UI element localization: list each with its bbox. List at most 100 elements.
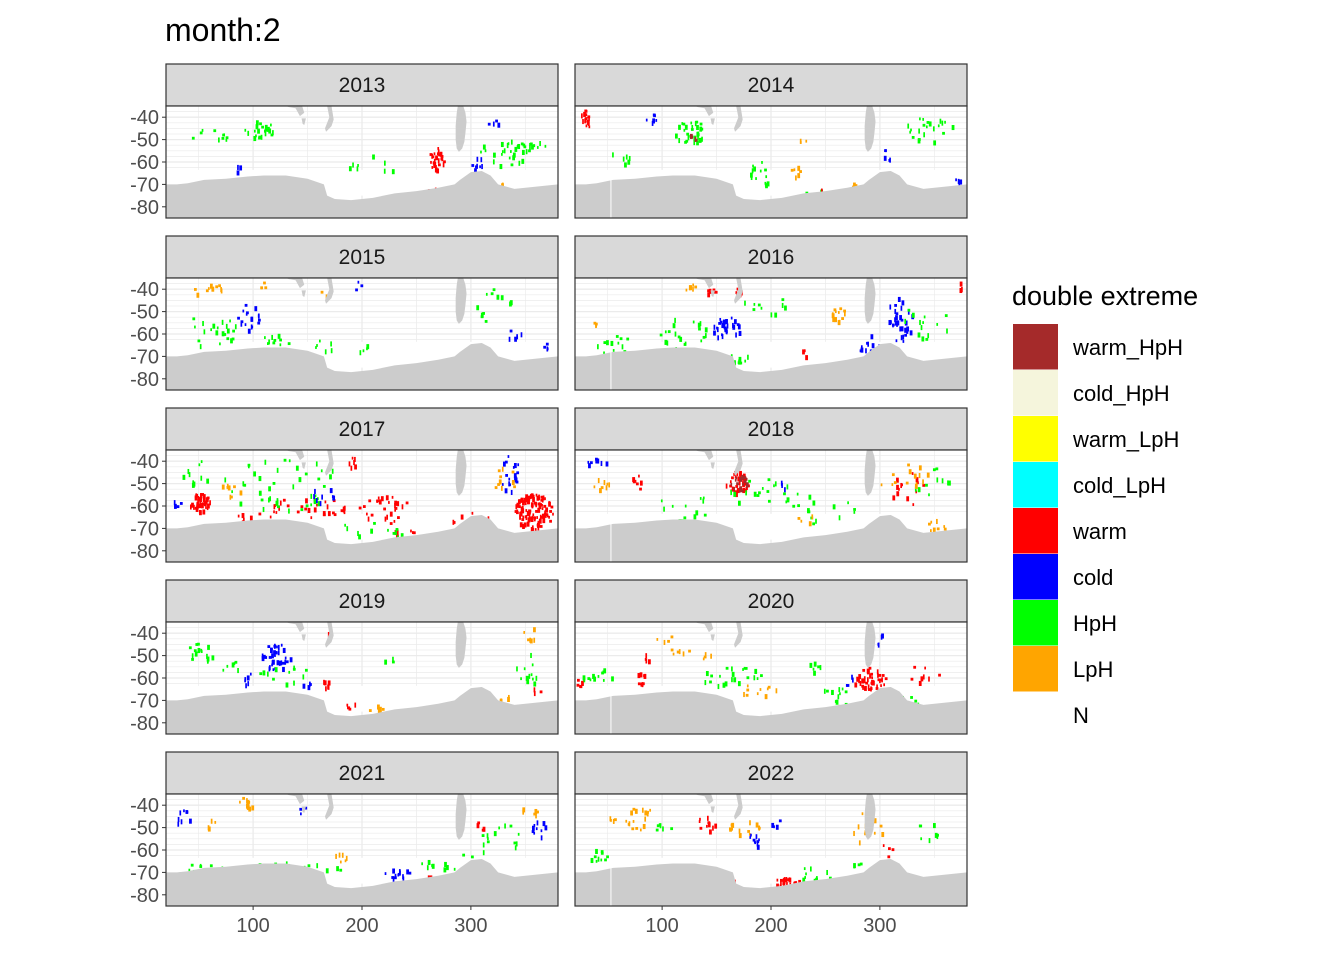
extreme-cell-cold — [302, 683, 306, 689]
y-tick-label: -80 — [130, 369, 159, 391]
extreme-cell-HpH — [231, 662, 235, 668]
extreme-cell-warm — [519, 522, 523, 528]
extreme-cell-warm — [367, 516, 370, 522]
extreme-cell-cold — [891, 323, 895, 327]
extreme-cell-warm — [535, 493, 538, 497]
extreme-cell-HpH — [767, 499, 771, 503]
land-mass — [285, 106, 305, 117]
y-tick-label: -80 — [130, 713, 159, 735]
extreme-cell-warm — [296, 510, 300, 514]
extreme-cell-LpH — [612, 818, 615, 824]
legend-label: warm — [1072, 519, 1127, 544]
extreme-cell-HpH — [600, 850, 604, 853]
extreme-cell-HpH — [510, 163, 514, 167]
facet-strip-label: 2015 — [339, 246, 386, 269]
land-mass — [864, 278, 876, 324]
extreme-cell-warm — [410, 529, 412, 533]
extreme-cell-LpH — [853, 182, 856, 188]
extreme-cell-warm — [411, 531, 414, 534]
extreme-cell-warm — [313, 507, 317, 513]
extreme-cell-LpH — [535, 813, 537, 819]
extreme-cell-HpH — [215, 330, 219, 336]
legend-label: warm_HpH — [1072, 335, 1183, 360]
extreme-cell-HpH — [767, 478, 771, 482]
extreme-cell-HpH — [622, 156, 625, 162]
extreme-cell-warm — [534, 528, 537, 531]
extreme-cell-cold — [717, 335, 720, 341]
extreme-cell-HpH — [826, 869, 828, 876]
facet-strip-label: 2014 — [748, 74, 795, 97]
extreme-cell-HpH — [506, 143, 509, 149]
extreme-cell-warm — [487, 516, 490, 520]
x-tick-label: 100 — [645, 915, 678, 937]
extreme-cell-warm — [883, 683, 886, 687]
extreme-cell-HpH — [210, 328, 213, 332]
extreme-cell-HpH — [672, 323, 676, 329]
facet-strip-label: 2020 — [748, 590, 795, 613]
extreme-cell-HpH — [231, 490, 233, 494]
extreme-cell-HpH — [239, 501, 243, 507]
extreme-cell-LpH — [688, 649, 691, 653]
extreme-cell-HpH — [225, 323, 228, 329]
extreme-cell-warm — [534, 516, 536, 522]
extreme-cell-cold — [331, 495, 334, 498]
extreme-cell-HpH — [253, 129, 256, 133]
extreme-cell-HpH — [664, 339, 668, 345]
extreme-cell-cold — [540, 835, 543, 841]
extreme-cell-cold — [732, 324, 736, 330]
extreme-cell-warm_HpH — [689, 133, 693, 139]
extreme-cell-LpH — [873, 818, 877, 824]
extreme-cell-warm — [865, 681, 869, 685]
extreme-cell-cold — [516, 471, 520, 475]
extreme-cell-HpH — [200, 650, 203, 654]
extreme-cell-HpH — [625, 154, 628, 160]
extreme-cell-HpH — [752, 164, 754, 168]
facet-panel: 2018 — [574, 407, 968, 563]
extreme-cell-HpH — [322, 485, 326, 488]
extreme-cell-HpH — [431, 864, 433, 867]
extreme-cell-LpH — [625, 819, 628, 823]
extreme-cell-cold — [517, 463, 520, 467]
extreme-cell-HpH — [264, 131, 267, 137]
extreme-cell-warm — [199, 496, 202, 502]
extreme-cell-warm — [787, 878, 791, 882]
extreme-cell-HpH — [925, 483, 928, 487]
extreme-cell-LpH — [936, 527, 940, 531]
extreme-cell-cold — [899, 326, 902, 332]
extreme-cell-LpH — [594, 322, 598, 326]
extreme-cell-HpH — [733, 677, 737, 683]
extreme-cell-cold — [536, 820, 539, 826]
extreme-cell-LpH — [857, 824, 860, 830]
extreme-cell-warm — [709, 829, 712, 835]
extreme-cell-LpH — [533, 812, 537, 816]
extreme-cell-LpH — [497, 483, 500, 486]
extreme-cell-LpH — [215, 285, 219, 289]
extreme-cell-HpH — [837, 694, 840, 700]
extreme-cell-warm — [542, 518, 546, 524]
extreme-cell-warm — [206, 496, 210, 500]
extreme-cell-HpH — [926, 121, 930, 124]
extreme-cell-LpH — [606, 482, 609, 486]
extreme-cell-cold — [722, 319, 726, 325]
extreme-cell-LpH — [641, 807, 644, 813]
extreme-cell-warm — [588, 117, 590, 121]
extreme-cell-warm — [273, 510, 275, 514]
land-mass — [455, 106, 467, 152]
extreme-cell-warm — [429, 875, 433, 879]
extreme-cell-HpH — [188, 472, 191, 478]
panel-border — [574, 449, 968, 563]
extreme-cell-HpH — [738, 359, 741, 365]
extreme-cell-warm_HpH — [694, 138, 698, 142]
extreme-cell-LpH — [729, 828, 732, 832]
extreme-cell-HpH — [660, 499, 663, 503]
extreme-cell-cold — [902, 340, 905, 343]
extreme-cell-warm — [386, 514, 389, 520]
extreme-cell-HpH — [701, 136, 703, 142]
extreme-cell-warm — [541, 503, 543, 507]
extreme-cell-HpH — [206, 653, 208, 659]
extreme-cell-HpH — [947, 480, 949, 486]
extreme-cell-LpH — [834, 310, 837, 314]
extreme-cell-LpH — [743, 691, 745, 698]
extreme-cell-HpH — [731, 671, 735, 677]
extreme-cell-HpH — [914, 486, 917, 492]
